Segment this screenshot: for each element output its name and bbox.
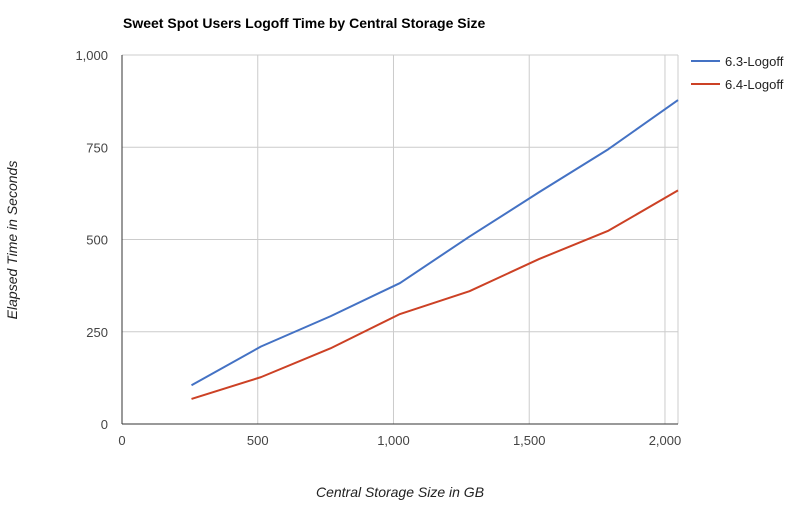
legend-label: 6.3-Logoff bbox=[725, 54, 784, 69]
x-tick-label: 1,500 bbox=[513, 433, 546, 448]
y-tick-label: 500 bbox=[86, 233, 108, 248]
series-line-2 bbox=[191, 189, 679, 400]
y-tick-label: 250 bbox=[86, 325, 108, 340]
x-tick-label: 1,000 bbox=[377, 433, 410, 448]
legend: 6.3-Logoff 6.4-Logoff bbox=[691, 54, 784, 92]
series-line-1 bbox=[191, 99, 679, 387]
x-tick-label: 0 bbox=[118, 433, 125, 448]
chart-title: Sweet Spot Users Logoff Time by Central … bbox=[123, 15, 485, 31]
x-tick-label: 2,000 bbox=[649, 433, 682, 448]
y-tick-label: 0 bbox=[101, 417, 108, 432]
y-tick-label: 1,000 bbox=[75, 48, 108, 63]
y-tick-labels: 0 250 500 750 1,000 bbox=[75, 48, 108, 432]
legend-label: 6.4-Logoff bbox=[725, 77, 784, 92]
y-tick-label: 750 bbox=[86, 140, 108, 155]
gridlines bbox=[122, 54, 679, 424]
y-axis-label: Elapsed Time in Seconds bbox=[4, 161, 20, 320]
series-lines bbox=[191, 99, 679, 400]
x-tick-label: 500 bbox=[247, 433, 269, 448]
axes bbox=[121, 55, 678, 425]
x-axis-label: Central Storage Size in GB bbox=[316, 484, 484, 500]
x-tick-labels: 0 500 1,000 1,500 2,000 bbox=[118, 433, 681, 448]
